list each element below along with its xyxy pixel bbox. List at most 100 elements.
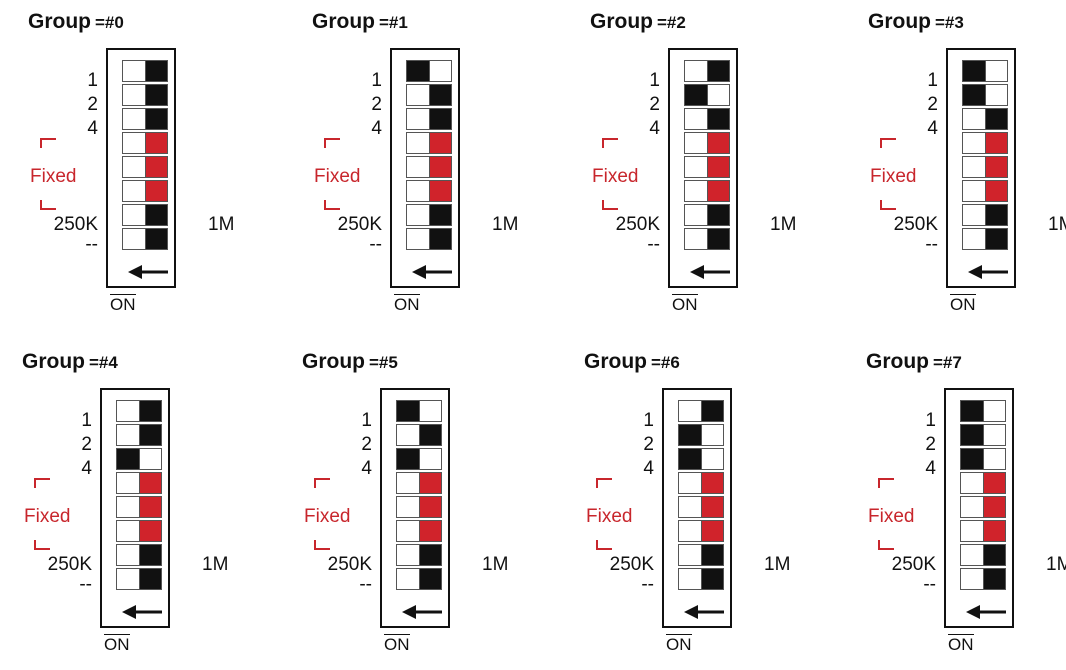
bit-label-2: 2 xyxy=(371,94,382,115)
switch-left-cell xyxy=(963,109,986,129)
dip-switch-6 xyxy=(962,180,1008,202)
switch-right-cell xyxy=(429,157,451,177)
bit-label-4: 4 xyxy=(371,118,382,139)
switch-right-cell xyxy=(145,109,167,129)
dip-switch-8 xyxy=(396,568,442,590)
dip-switch-box xyxy=(662,388,732,628)
dip-switch-4 xyxy=(684,132,730,154)
switch-left-cell xyxy=(679,569,702,589)
switch-left-cell xyxy=(963,205,986,225)
switch-left-cell xyxy=(117,449,140,469)
bit-label-1: 1 xyxy=(371,70,382,91)
dip-switch-5 xyxy=(406,156,452,178)
switch-left-cell xyxy=(117,569,140,589)
group-title-prefix: Group xyxy=(312,10,375,33)
bit-label-1: 1 xyxy=(927,70,938,91)
switch-left-cell xyxy=(407,109,430,129)
group-title: Group =#7 xyxy=(866,350,962,374)
arrow-left-icon xyxy=(402,605,442,619)
switch-left-cell xyxy=(961,449,984,469)
switch-right-cell xyxy=(419,497,441,517)
speed-low-label: 250K xyxy=(53,214,98,235)
dip-switch-7 xyxy=(684,204,730,226)
switch-right-cell xyxy=(983,473,1005,493)
switch-right-cell xyxy=(701,449,723,469)
switch-left-cell xyxy=(407,205,430,225)
switch-right-cell xyxy=(983,569,1005,589)
switch-right-cell xyxy=(429,205,451,225)
switch-left-cell xyxy=(123,229,146,249)
speed-high-label: 1M xyxy=(202,554,229,575)
switch-right-cell xyxy=(985,61,1007,81)
dip-switch-box xyxy=(946,48,1016,288)
dip-switch-5 xyxy=(684,156,730,178)
dip-switch-1 xyxy=(406,60,452,82)
dip-switch-1 xyxy=(962,60,1008,82)
switch-left-cell xyxy=(397,473,420,493)
dip-switch-6 xyxy=(116,520,162,542)
switch-right-cell xyxy=(419,449,441,469)
switch-right-cell xyxy=(419,425,441,445)
dip-switch-8 xyxy=(684,228,730,250)
arrow-left-icon xyxy=(684,605,724,619)
dip-switch-7 xyxy=(678,544,724,566)
bit-label-4: 4 xyxy=(81,458,92,479)
switch-right-cell xyxy=(707,61,729,81)
switch-right-cell xyxy=(985,85,1007,105)
speed-low-label: 250K xyxy=(609,554,654,575)
switch-left-cell xyxy=(685,85,708,105)
speed-high-label: 1M xyxy=(492,214,519,235)
fixed-label: Fixed xyxy=(314,166,361,187)
dip-switch-7 xyxy=(396,544,442,566)
group-title-prefix: Group xyxy=(866,350,929,373)
switch-right-cell xyxy=(139,449,161,469)
group-title-prefix: Group xyxy=(28,10,91,33)
switch-left-cell xyxy=(407,157,430,177)
switch-right-cell xyxy=(139,425,161,445)
fixed-label: Fixed xyxy=(304,506,351,527)
speed-low-label: 250K xyxy=(327,554,372,575)
switch-left-cell xyxy=(963,157,986,177)
switch-right-cell xyxy=(707,229,729,249)
switch-right-cell xyxy=(429,229,451,249)
switch-left-cell xyxy=(963,133,986,153)
switch-left-cell xyxy=(123,61,146,81)
dip-switch-3 xyxy=(116,448,162,470)
group-title: Group =#2 xyxy=(590,10,686,34)
fixed-label: Fixed xyxy=(30,166,77,187)
group-title-prefix: Group xyxy=(302,350,365,373)
dip-switch-box xyxy=(944,388,1014,628)
switch-left-cell xyxy=(963,85,986,105)
fixed-bracket-top xyxy=(324,138,340,148)
bit-label-1: 1 xyxy=(81,410,92,431)
dip-switch-3 xyxy=(122,108,168,130)
dip-switch-6 xyxy=(684,180,730,202)
dip-switch-1 xyxy=(960,400,1006,422)
switch-left-cell xyxy=(961,401,984,421)
switch-right-cell xyxy=(145,181,167,201)
unused-label: -- xyxy=(925,234,938,255)
switch-right-cell xyxy=(707,181,729,201)
fixed-label: Fixed xyxy=(870,166,917,187)
speed-high-label: 1M xyxy=(770,214,797,235)
switch-left-cell xyxy=(679,401,702,421)
switch-left-cell xyxy=(117,521,140,541)
speed-low-label: 250K xyxy=(337,214,382,235)
fixed-bracket-bottom xyxy=(40,200,56,210)
switch-right-cell xyxy=(701,521,723,541)
fixed-bracket-top xyxy=(880,138,896,148)
bit-label-4: 4 xyxy=(361,458,372,479)
dip-switch-7 xyxy=(960,544,1006,566)
switch-left-cell xyxy=(123,181,146,201)
group-title: Group =#0 xyxy=(28,10,124,34)
dip-switch-2 xyxy=(962,84,1008,106)
switch-left-cell xyxy=(679,425,702,445)
switch-left-cell xyxy=(679,497,702,517)
switch-right-cell xyxy=(139,569,161,589)
switch-right-cell xyxy=(983,401,1005,421)
switch-right-cell xyxy=(983,545,1005,565)
switch-left-cell xyxy=(407,133,430,153)
group-title: Group =#5 xyxy=(302,350,398,374)
switch-left-cell xyxy=(397,401,420,421)
fixed-bracket-top xyxy=(602,138,618,148)
